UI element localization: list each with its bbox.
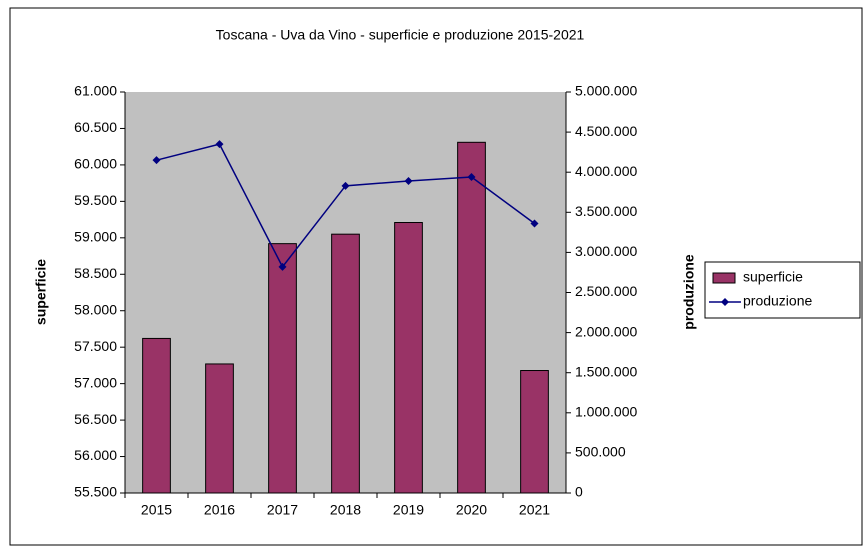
x-tick-label: 2015: [141, 502, 172, 518]
point: [215, 140, 224, 149]
bar: [268, 243, 297, 494]
y2-tick-label: 3.000.000: [575, 243, 637, 259]
y2-tick-label: 2.500.000: [575, 283, 637, 299]
y2-tick-label: 4.000.000: [575, 163, 637, 179]
bar: [394, 222, 423, 494]
y2-tick-label: 5.000.000: [575, 83, 637, 99]
bar: [457, 141, 486, 494]
legend-box: [704, 261, 861, 319]
y-axis-title: superficie: [33, 259, 49, 325]
point: [278, 262, 287, 271]
point: [152, 156, 161, 165]
bar: [331, 233, 360, 494]
bar: [142, 337, 171, 494]
point: [341, 181, 350, 190]
y-tick-label: 56.500: [74, 411, 117, 427]
y2-tick-label: 2.000.000: [575, 323, 637, 339]
y-tick-label: 57.000: [74, 374, 117, 390]
x-tick-label: 2019: [393, 502, 424, 518]
y2-tick-label: 1.000.000: [575, 404, 637, 420]
legend-label: superficie: [743, 269, 803, 285]
y-tick-label: 56.000: [74, 447, 117, 463]
legend-marker: [721, 298, 729, 306]
y-tick-label: 58.000: [74, 301, 117, 317]
y-tick-label: 57.500: [74, 338, 117, 354]
legend-label: produzione: [743, 293, 812, 309]
chart-title: Toscana - Uva da Vino - superficie e pro…: [216, 27, 585, 43]
y2-tick-label: 500.000: [575, 444, 626, 460]
x-tick-label: 2017: [267, 502, 298, 518]
y2-tick-label: 3.500.000: [575, 203, 637, 219]
x-tick-label: 2016: [204, 502, 235, 518]
x-tick-label: 2018: [330, 502, 361, 518]
point: [467, 173, 476, 182]
x-tick-label: 2020: [456, 502, 487, 518]
y-tick-label: 61.000: [74, 83, 117, 99]
y2-tick-label: 4.500.000: [575, 123, 637, 139]
x-tick-label: 2021: [519, 502, 550, 518]
y-tick-label: 59.000: [74, 229, 117, 245]
bar: [205, 363, 234, 494]
y-tick-label: 60.000: [74, 156, 117, 172]
y-tick-label: 58.500: [74, 265, 117, 281]
point: [404, 177, 413, 186]
y2-tick-label: 1.500.000: [575, 363, 637, 379]
point: [530, 219, 539, 228]
y-tick-label: 60.500: [74, 119, 117, 135]
legend-swatch: [712, 272, 736, 284]
y2-axis-title: produzione: [681, 254, 697, 330]
bar: [520, 370, 549, 494]
y2-tick-label: 0: [575, 484, 583, 500]
y-tick-label: 55.500: [74, 484, 117, 500]
y-tick-label: 59.500: [74, 192, 117, 208]
